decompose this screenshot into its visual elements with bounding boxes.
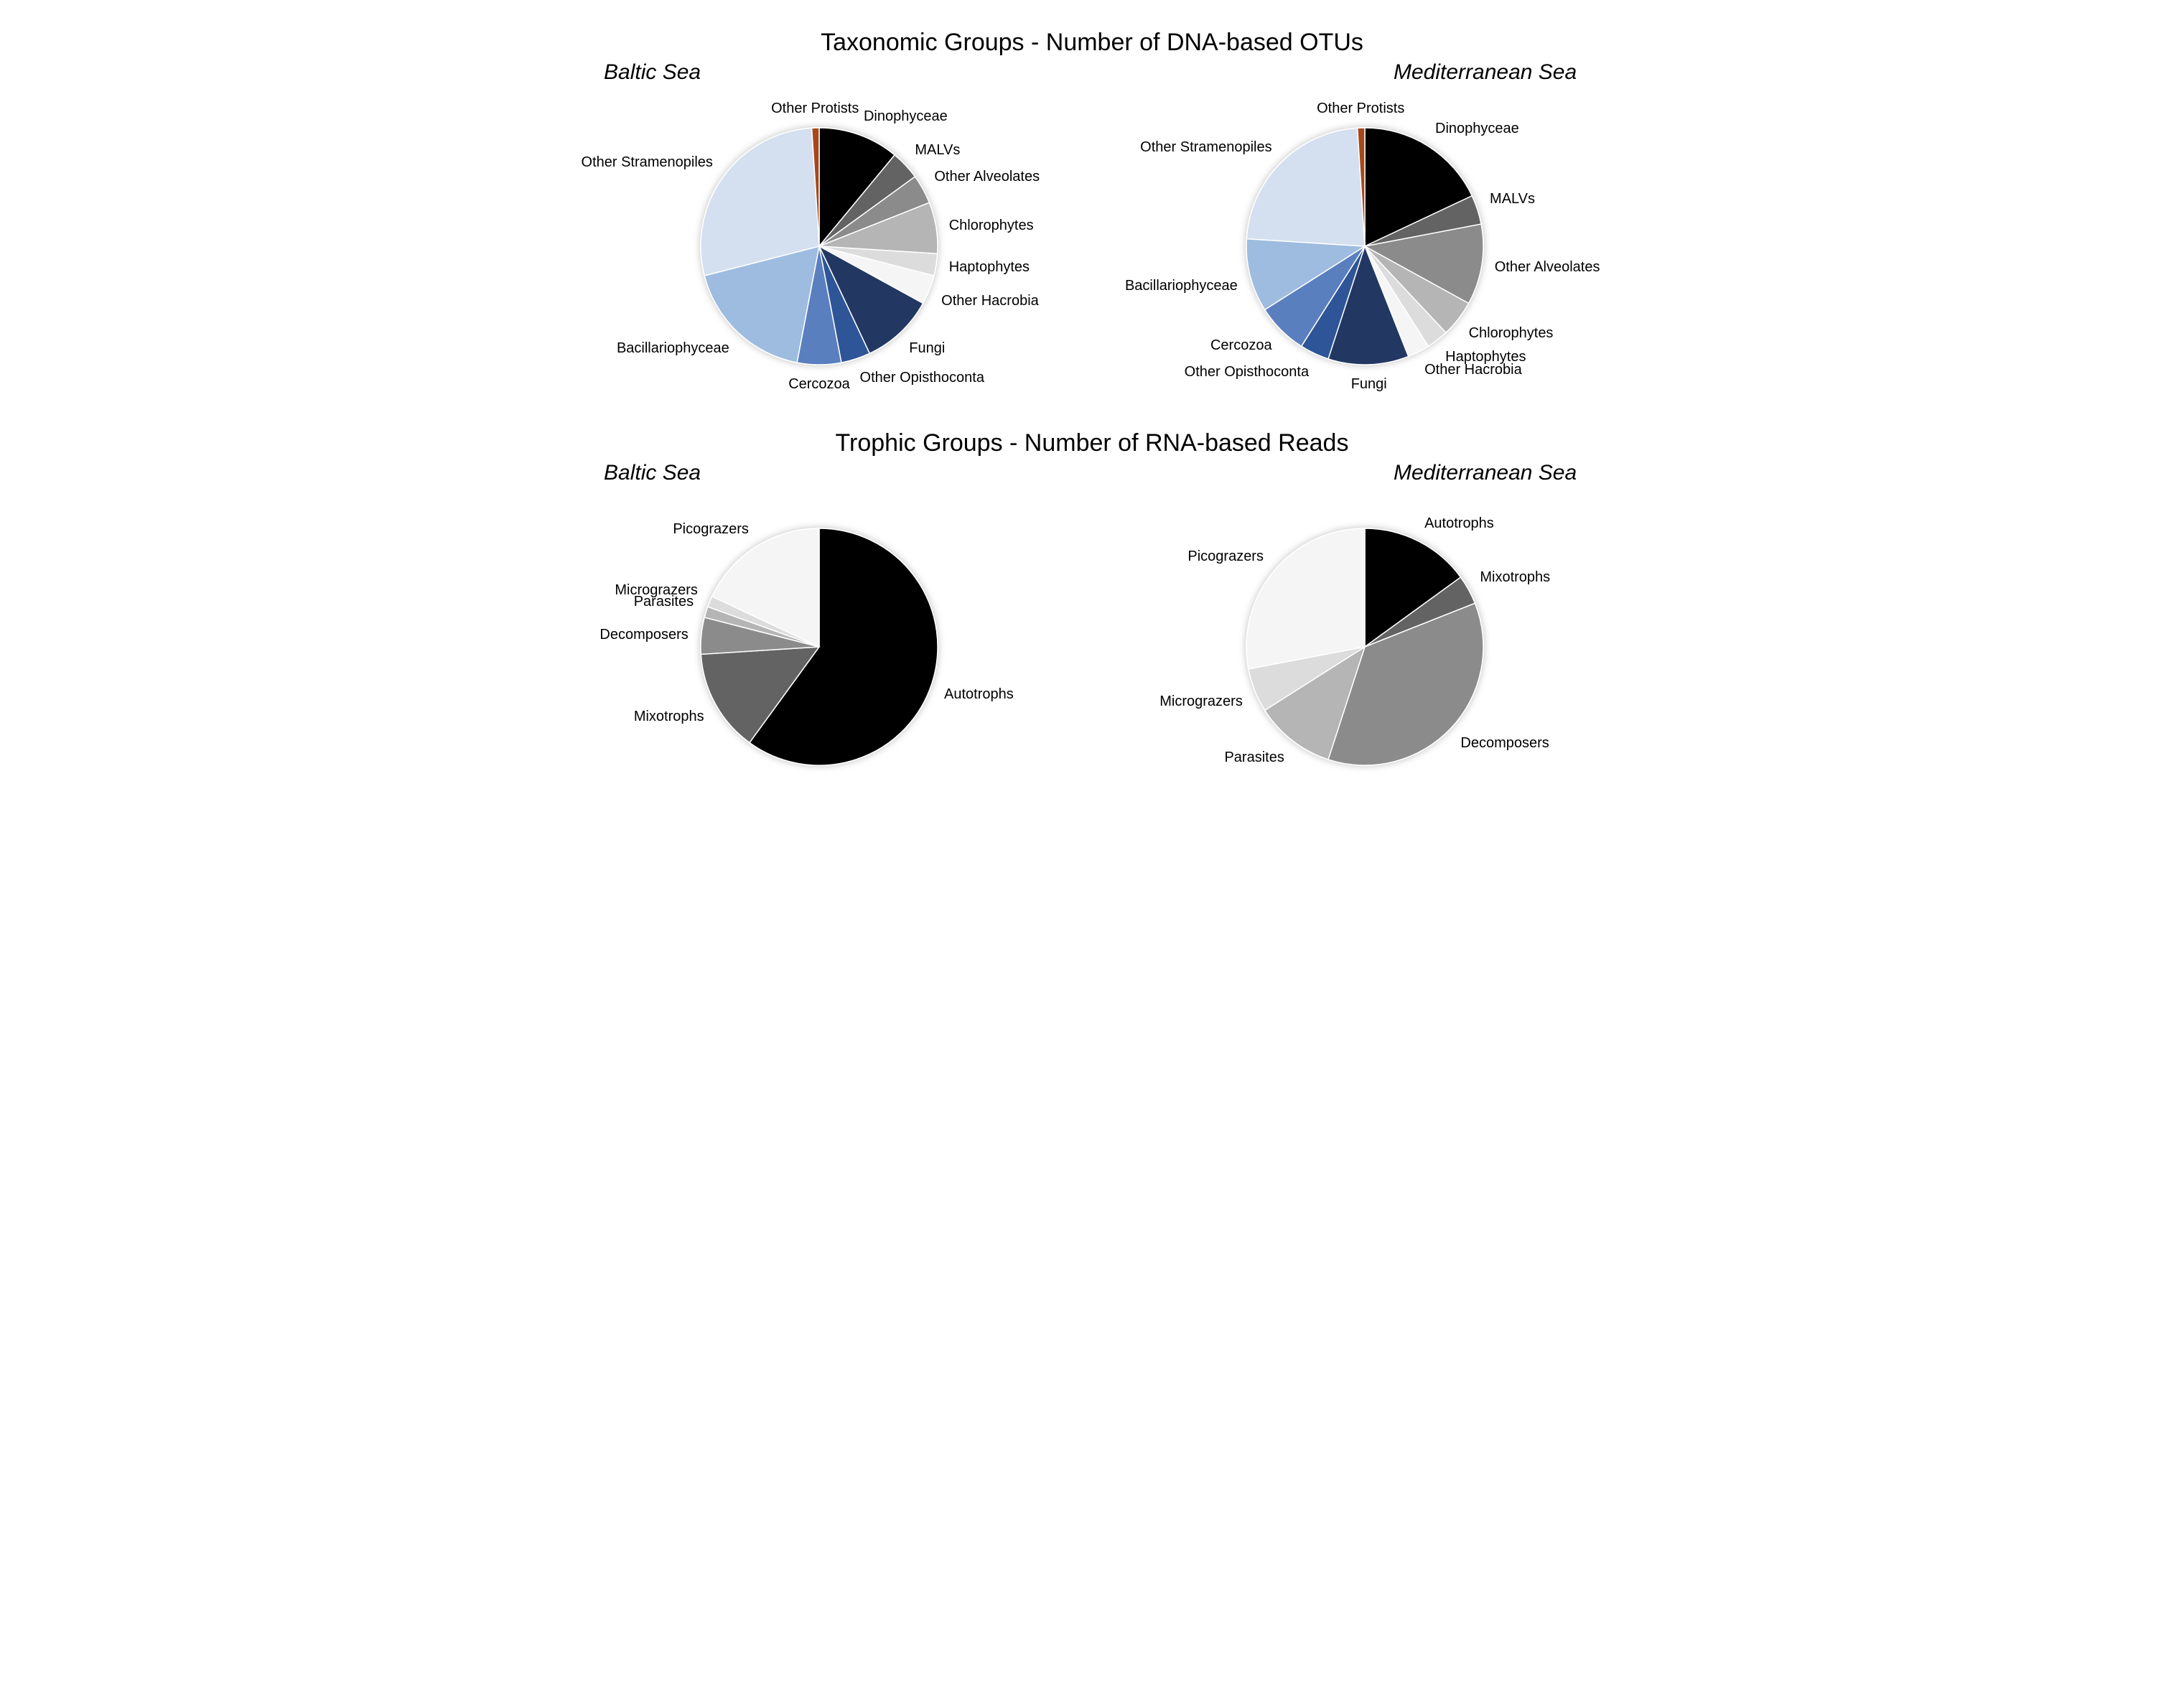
pie-slice-label: Other Protists xyxy=(1317,101,1404,116)
section2-title: Trophic Groups - Number of RNA-based Rea… xyxy=(561,429,1623,457)
pie-slice-label: Fungi xyxy=(1351,376,1387,392)
section1-title: Taxonomic Groups - Number of DNA-based O… xyxy=(561,29,1623,57)
pie-slice xyxy=(1246,528,1365,669)
chart-med-trophic: Mediterranean Sea Autotrophs Mixotrophs De… xyxy=(1106,461,1623,794)
pie-slice-label: MALVs xyxy=(915,142,960,158)
pie-slice-label: Other Opisthoconta xyxy=(1185,364,1309,380)
section1-row: Baltic Sea Dinophyceae MALVs Other Alveola… xyxy=(561,60,1623,393)
pie-slice-label: Other Hacrobia xyxy=(941,293,1039,309)
pie-slice-label: Other Opisthoconta xyxy=(860,370,984,386)
chart-baltic-trophic: Baltic Sea Autotrophs Mixotrophs Decompose… xyxy=(561,461,1078,794)
figure-container: Taxonomic Groups - Number of DNA-based O… xyxy=(561,29,1623,794)
chart-baltic-taxonomic: Baltic Sea Dinophyceae MALVs Other Alveola… xyxy=(561,60,1078,393)
pie-slice-label: Other Protists xyxy=(771,101,859,116)
pie-slice-label: Haptophytes xyxy=(949,259,1030,275)
pie-slice-label: Micrograzers xyxy=(1159,694,1243,709)
chart-subtitle: Baltic Sea xyxy=(561,60,1078,85)
pie-slice-label: Other Alveolates xyxy=(1495,259,1600,275)
pie-slice-label: Fungi xyxy=(909,340,945,356)
pie-slice-label: Picograzers xyxy=(673,521,749,537)
pie-slice-label: Autotrophs xyxy=(1424,515,1494,531)
pie-slice-label: Decomposers xyxy=(1460,735,1549,751)
pie-slice-label: Micrograzers xyxy=(615,582,698,598)
pie-slice-label: Bacillariophyceae xyxy=(617,340,729,356)
pie-slice-label: Autotrophs xyxy=(944,686,1014,702)
pie-slice-label: Other Stramenopiles xyxy=(582,154,713,170)
pie-slice-label: Dinophyceae xyxy=(1435,121,1519,136)
chart-med-taxonomic: Mediterranean Sea Dinophyceae MALVs Other … xyxy=(1106,60,1623,393)
chart-subtitle: Mediterranean Sea xyxy=(1106,461,1623,485)
pie-slice-label: Other Hacrobia xyxy=(1424,362,1522,378)
chart-subtitle: Baltic Sea xyxy=(561,461,1078,485)
pie-slice-label: Cercozoa xyxy=(1210,337,1272,353)
pie-slice-label: Mixotrophs xyxy=(634,709,704,724)
pie-slice-label: Cercozoa xyxy=(788,376,850,392)
pie-slice-label: Mixotrophs xyxy=(1480,569,1550,585)
pie-slice-label: Chlorophytes xyxy=(949,218,1034,233)
pie-slice-label: Chlorophytes xyxy=(1469,325,1554,341)
pie-slice-label: Decomposers xyxy=(599,627,688,643)
chart-subtitle: Mediterranean Sea xyxy=(1106,60,1623,85)
pie-container: Dinophyceae MALVs Other Alveolates Chloroph… xyxy=(1106,92,1623,393)
pie-container: Autotrophs Mixotrophs Decomposers Parasites… xyxy=(1106,492,1623,794)
pie-slice-label: Parasites xyxy=(1224,750,1284,765)
pie-slice-label: Dinophyceae xyxy=(864,108,948,124)
section2-row: Baltic Sea Autotrophs Mixotrophs Decompose… xyxy=(561,461,1623,794)
pie-slice-label: MALVs xyxy=(1490,191,1535,207)
pie-container: Dinophyceae MALVs Other Alveolates Chloroph… xyxy=(561,92,1078,393)
pie-container: AutotrophsMixotrophsDecomposersParasites… xyxy=(561,492,1078,794)
pie-slice-label: Other Alveolates xyxy=(934,169,1040,185)
pie-slice-label: Other Stramenopiles xyxy=(1140,139,1271,155)
pie-slice-label: Bacillariophyceae xyxy=(1125,278,1238,294)
pie-slice-label: Picograzers xyxy=(1187,548,1264,564)
